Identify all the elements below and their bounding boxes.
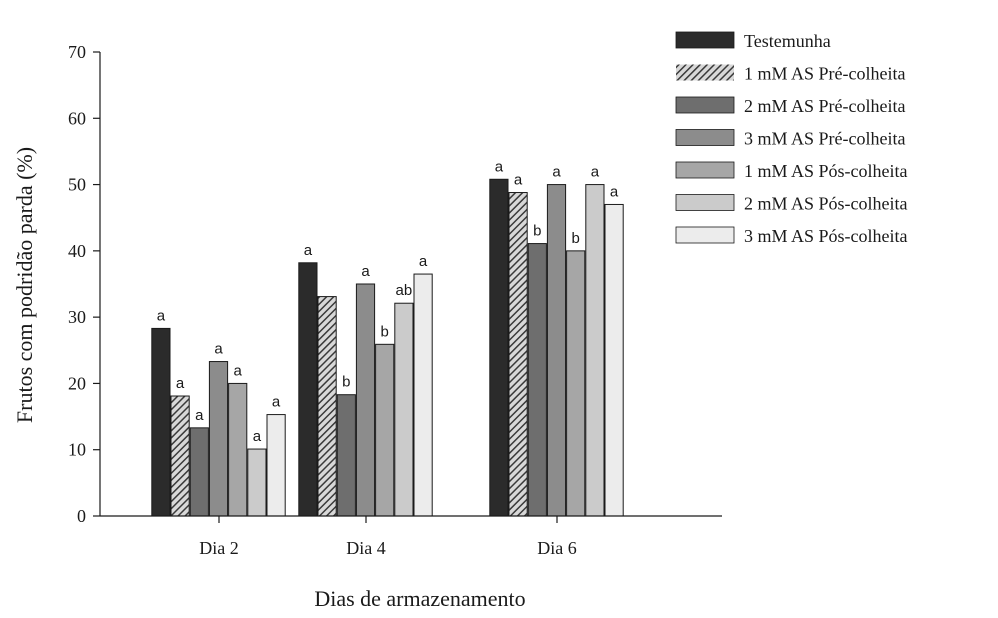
legend-swatch (675, 194, 735, 211)
bar (228, 382, 248, 517)
bar (413, 273, 433, 517)
significance-label: a (361, 263, 370, 280)
x-axis-title: Dias de armazenamento (314, 586, 525, 611)
legend-label: 3 mM AS Pré-colheita (744, 129, 905, 149)
y-tick-label: 50 (68, 175, 86, 195)
bar (546, 184, 567, 517)
legend-label: 1 mM AS Pós-colheita (744, 161, 908, 181)
significance-label: a (552, 164, 561, 181)
significance-label: a (214, 341, 223, 358)
y-tick-label: 20 (68, 373, 86, 393)
bar (317, 296, 337, 517)
x-tick-label: Dia 4 (346, 538, 386, 558)
bar (266, 414, 286, 517)
bar (566, 250, 586, 517)
bar (355, 283, 376, 517)
bar (375, 343, 395, 517)
bar (336, 394, 356, 517)
significance-label: a (514, 172, 523, 189)
bar (604, 203, 624, 517)
bar (298, 262, 318, 517)
bar (527, 243, 547, 517)
significance-label: a (495, 158, 504, 175)
legend-label: 3 mM AS Pós-colheita (744, 226, 908, 246)
significance-label: a (304, 242, 313, 259)
y-tick-label: 60 (68, 108, 86, 128)
y-tick-label: 10 (68, 440, 86, 460)
legend-label: Testemunha (744, 31, 831, 51)
bar (151, 327, 171, 517)
significance-label: b (342, 374, 350, 391)
significance-label: b (381, 323, 389, 340)
legend-swatch (675, 31, 735, 49)
significance-label: a (195, 407, 204, 424)
significance-label: a (157, 307, 166, 324)
y-tick-label: 30 (68, 307, 86, 327)
legend-swatch (675, 226, 735, 244)
bar (247, 448, 267, 517)
legend-swatch (676, 64, 734, 81)
legend-swatch (675, 96, 735, 114)
significance-label: a (610, 183, 619, 200)
x-tick-label: Dia 6 (537, 538, 577, 558)
y-tick-label: 70 (68, 42, 86, 62)
y-tick-label: 0 (77, 506, 86, 526)
significance-label: a (419, 253, 428, 270)
legend-label: 1 mM AS Pré-colheita (744, 64, 905, 84)
significance-label: b (572, 230, 580, 247)
significance-label: a (272, 394, 281, 411)
significance-label: a (591, 164, 600, 181)
significance-label: a (176, 375, 185, 392)
x-tick-label: Dia 2 (199, 538, 239, 558)
bar (508, 192, 528, 517)
bar (208, 361, 229, 517)
bar (170, 395, 190, 517)
legend-label: 2 mM AS Pré-colheita (744, 96, 905, 116)
significance-label: a (234, 362, 243, 379)
y-axis-title: Frutos com podridão parda (%) (12, 147, 37, 423)
legend-swatch (675, 129, 735, 146)
axes: Frutos com podridão parda (%) Dias de ar… (12, 42, 722, 611)
significance-label: ab (396, 282, 413, 299)
legend: Testemunha 1 mM AS Pré-colheita 2 mM AS Pr… (675, 31, 908, 246)
significance-label: a (253, 428, 262, 445)
bar (394, 302, 414, 517)
significance-label: b (533, 223, 541, 240)
bar (189, 427, 209, 517)
y-tick-label: 40 (68, 241, 86, 261)
bar (585, 184, 605, 517)
bar (489, 178, 509, 517)
legend-label: 2 mM AS Pós-colheita (744, 194, 908, 214)
legend-swatch (675, 161, 735, 179)
